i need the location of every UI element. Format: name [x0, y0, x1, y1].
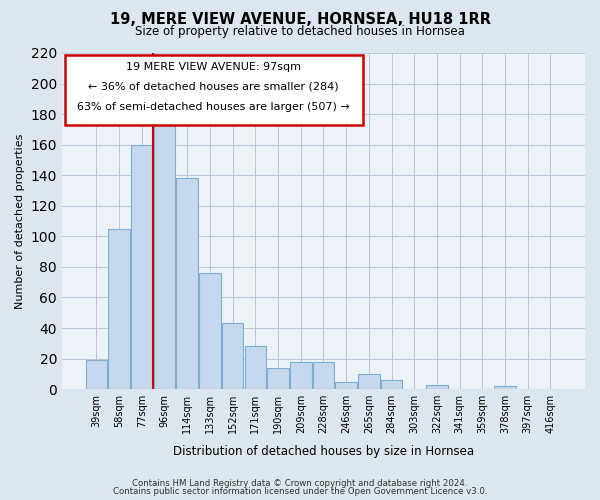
X-axis label: Distribution of detached houses by size in Hornsea: Distribution of detached houses by size … — [173, 444, 474, 458]
Bar — [267, 368, 289, 389]
Bar — [313, 362, 334, 389]
Text: Size of property relative to detached houses in Hornsea: Size of property relative to detached ho… — [135, 25, 465, 38]
Bar — [494, 386, 516, 389]
Text: 63% of semi-detached houses are larger (507) →: 63% of semi-detached houses are larger (… — [77, 102, 350, 113]
Bar — [199, 273, 221, 389]
Bar — [131, 144, 152, 389]
Bar — [109, 228, 130, 389]
Bar — [176, 178, 198, 389]
FancyBboxPatch shape — [65, 54, 362, 126]
Text: 19, MERE VIEW AVENUE, HORNSEA, HU18 1RR: 19, MERE VIEW AVENUE, HORNSEA, HU18 1RR — [110, 12, 491, 28]
Bar — [335, 382, 357, 389]
Bar — [245, 346, 266, 389]
Bar — [290, 362, 311, 389]
Bar — [222, 324, 244, 389]
Bar — [381, 380, 403, 389]
Text: Contains HM Land Registry data © Crown copyright and database right 2024.: Contains HM Land Registry data © Crown c… — [132, 478, 468, 488]
Bar — [154, 122, 175, 389]
Text: Contains public sector information licensed under the Open Government Licence v3: Contains public sector information licen… — [113, 487, 487, 496]
Y-axis label: Number of detached properties: Number of detached properties — [15, 134, 25, 309]
Text: 19 MERE VIEW AVENUE: 97sqm: 19 MERE VIEW AVENUE: 97sqm — [126, 62, 301, 72]
Text: ← 36% of detached houses are smaller (284): ← 36% of detached houses are smaller (28… — [88, 82, 339, 92]
Bar — [86, 360, 107, 389]
Bar — [358, 374, 380, 389]
Bar — [426, 384, 448, 389]
